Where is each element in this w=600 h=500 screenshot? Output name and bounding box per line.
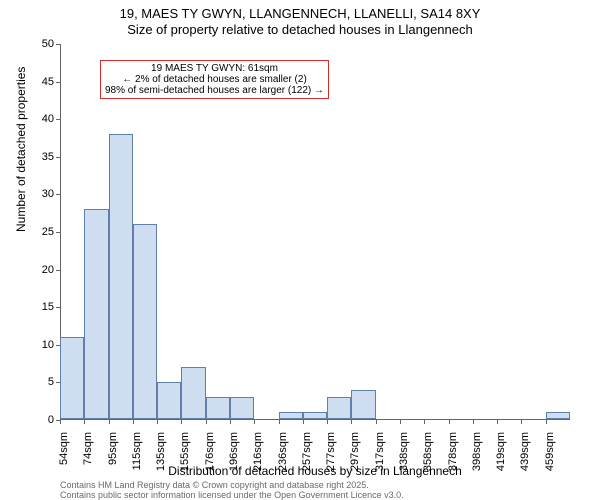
y-tick bbox=[56, 232, 60, 233]
x-tick bbox=[376, 420, 377, 424]
x-tick bbox=[449, 420, 450, 424]
x-axis-line bbox=[60, 419, 570, 420]
y-tick bbox=[56, 119, 60, 120]
y-tick bbox=[56, 194, 60, 195]
x-tick bbox=[157, 420, 158, 424]
histogram-bar bbox=[60, 337, 84, 419]
histogram-bar bbox=[133, 224, 157, 419]
x-tick bbox=[206, 420, 207, 424]
histogram-bar bbox=[109, 134, 133, 419]
callout-line3: 98% of semi-detached houses are larger (… bbox=[105, 85, 324, 96]
y-tick-label: 15 bbox=[28, 301, 54, 313]
x-tick bbox=[181, 420, 182, 424]
x-tick bbox=[279, 420, 280, 424]
chart-title-line1: 19, MAES TY GWYN, LLANGENNECH, LLANELLI,… bbox=[0, 6, 600, 21]
y-tick bbox=[56, 82, 60, 83]
chart-container: 19, MAES TY GWYN, LLANGENNECH, LLANELLI,… bbox=[0, 0, 600, 500]
x-tick bbox=[424, 420, 425, 424]
x-tick bbox=[473, 420, 474, 424]
x-tick bbox=[133, 420, 134, 424]
x-tick bbox=[546, 420, 547, 424]
y-tick bbox=[56, 307, 60, 308]
plot-area: 19 MAES TY GWYN: 61sqm ← 2% of detached … bbox=[60, 44, 570, 420]
footer-line2: Contains public sector information licen… bbox=[60, 490, 404, 500]
histogram-bar bbox=[181, 367, 205, 419]
y-tick bbox=[56, 44, 60, 45]
x-tick bbox=[109, 420, 110, 424]
histogram-bar bbox=[303, 412, 327, 419]
y-tick bbox=[56, 270, 60, 271]
histogram-bar bbox=[351, 390, 375, 419]
x-tick bbox=[521, 420, 522, 424]
x-tick bbox=[400, 420, 401, 424]
x-tick bbox=[84, 420, 85, 424]
y-tick-label: 40 bbox=[28, 113, 54, 125]
y-tick-label: 20 bbox=[28, 264, 54, 276]
histogram-bar bbox=[157, 382, 181, 419]
x-tick bbox=[327, 420, 328, 424]
y-axis-label: Number of detached properties bbox=[14, 67, 28, 232]
callout-line1: 19 MAES TY GWYN: 61sqm bbox=[105, 63, 324, 74]
y-tick-label: 0 bbox=[28, 414, 54, 426]
histogram-bar bbox=[206, 397, 230, 419]
histogram-bar bbox=[279, 412, 303, 419]
x-tick bbox=[303, 420, 304, 424]
y-tick-label: 30 bbox=[28, 188, 54, 200]
histogram-bar bbox=[327, 397, 351, 419]
y-tick-label: 5 bbox=[28, 376, 54, 388]
y-tick-label: 45 bbox=[28, 76, 54, 88]
x-tick bbox=[497, 420, 498, 424]
histogram-bar bbox=[84, 209, 108, 419]
x-tick bbox=[60, 420, 61, 424]
y-tick-label: 50 bbox=[28, 38, 54, 50]
y-tick-label: 10 bbox=[28, 339, 54, 351]
x-axis-label: Distribution of detached houses by size … bbox=[60, 464, 570, 478]
y-tick-label: 25 bbox=[28, 226, 54, 238]
histogram-bar bbox=[546, 412, 570, 419]
y-tick-label: 35 bbox=[28, 151, 54, 163]
x-tick bbox=[230, 420, 231, 424]
x-tick bbox=[351, 420, 352, 424]
y-tick bbox=[56, 157, 60, 158]
callout-box: 19 MAES TY GWYN: 61sqm ← 2% of detached … bbox=[100, 60, 329, 99]
histogram-bar bbox=[230, 397, 254, 419]
footer-line1: Contains HM Land Registry data © Crown c… bbox=[60, 480, 404, 490]
chart-title-line2: Size of property relative to detached ho… bbox=[0, 22, 600, 37]
attribution-footer: Contains HM Land Registry data © Crown c… bbox=[60, 480, 404, 500]
callout-line2: ← 2% of detached houses are smaller (2) bbox=[105, 74, 324, 85]
x-tick bbox=[254, 420, 255, 424]
